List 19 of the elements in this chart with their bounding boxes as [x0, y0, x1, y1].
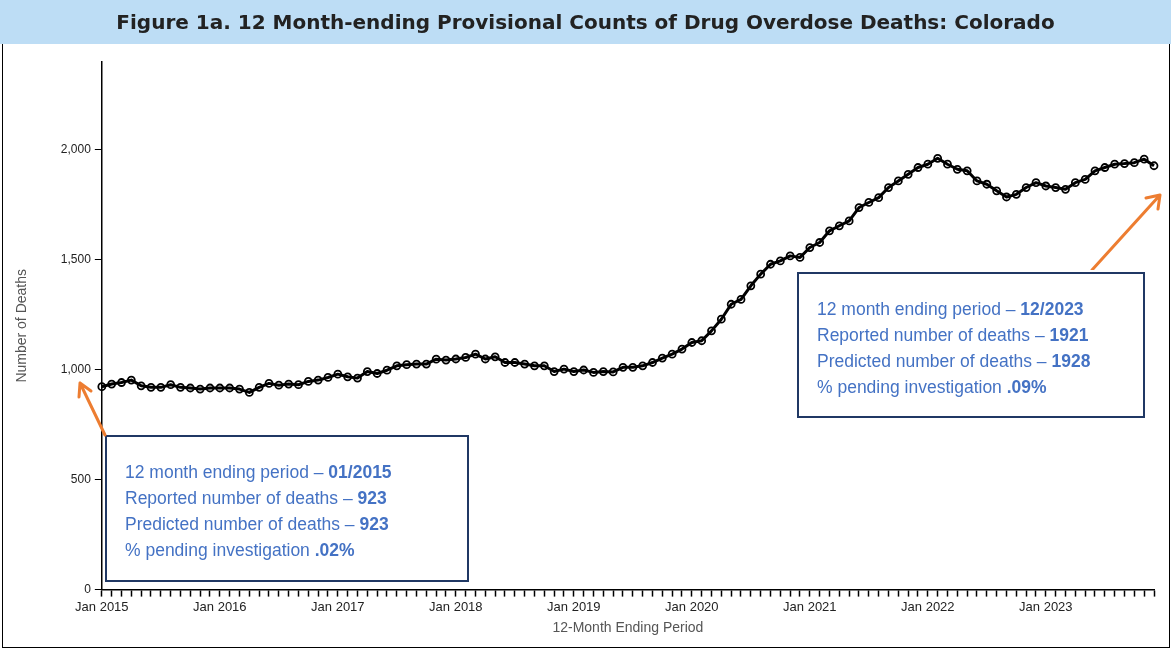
x-tick-label: Jan 2023 [1019, 598, 1073, 614]
y-tick-label: 1,500 [60, 252, 92, 267]
text: 12 month ending period – 01/2015 Reported number of deaths – 923 Predicted number of deaths – 923 % pending investigation .02% [125, 462, 392, 560]
y-tick-label: 2,000 [60, 142, 92, 157]
x-tick-label: Jan 2019 [547, 598, 601, 614]
y-tick-label: 500 [70, 472, 92, 486]
y-tick-label: 1,000 [60, 362, 92, 377]
text: 12 month ending period – 12/2023 Reported number of deaths – 1921 Predicted number of deaths – 1928 % pending investigation .09% [817, 299, 1091, 397]
x-tick-label: Jan 2015 [75, 598, 129, 614]
x-tick-label: Jan 2021 [783, 598, 837, 614]
chart-title: Figure 1a. 12 Month-ending Provisional Counts of Drug Overdose Deaths: Colorado [0, 0, 1171, 44]
x-tick-label: Jan 2022 [901, 598, 955, 614]
y-axis-title: Number of Deaths [13, 269, 30, 383]
x-tick-label: Jan 2020 [665, 598, 719, 614]
x-tick-label: Jan 2017 [311, 598, 365, 614]
x-tick-label: Jan 2016 [193, 598, 247, 614]
x-axis-title: 12-Month Ending Period [552, 619, 704, 636]
y-tick-label: 0 [84, 581, 92, 596]
x-tick-label: Jan 2018 [429, 598, 483, 614]
